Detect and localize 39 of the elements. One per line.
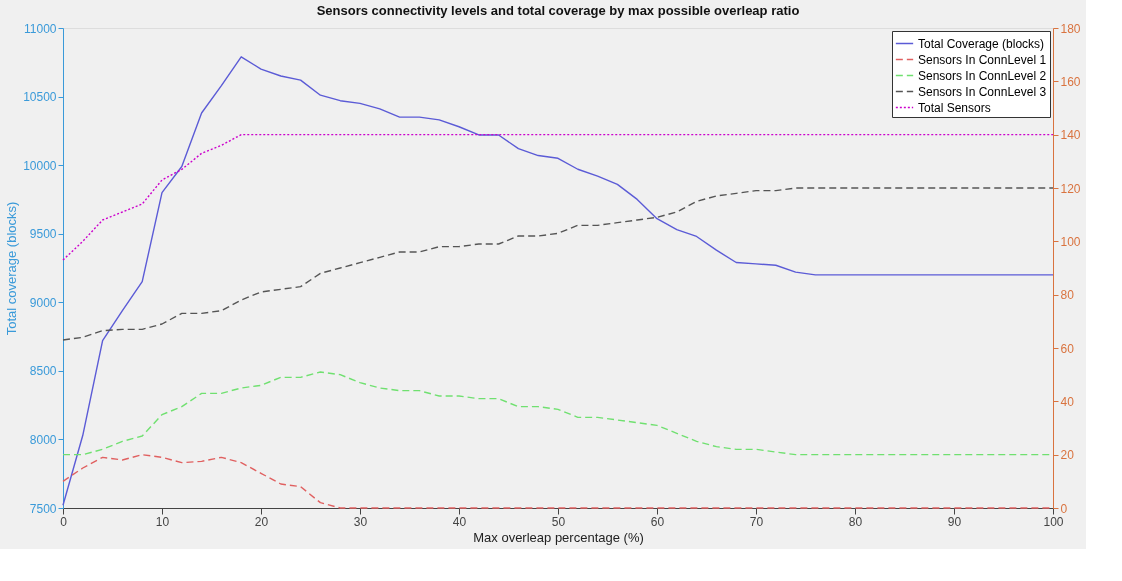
x-tick-label: 0	[60, 514, 68, 529]
y-tick-label: 11000	[24, 21, 57, 36]
y-tick-label: 10500	[23, 90, 57, 105]
legend-label: Total Coverage (blocks)	[918, 36, 1045, 51]
y-tick-label: 7500	[29, 501, 57, 516]
y2-tick-label: 0	[1060, 501, 1068, 516]
y2-tick-label: 100	[1060, 234, 1081, 249]
y-tick-label: 8000	[29, 432, 57, 447]
x-tick-label: 40	[452, 514, 467, 529]
x-tick-label: 10	[155, 514, 170, 529]
y-tick-label: 10000	[23, 158, 57, 173]
chart-title: Sensors connectivity levels and total coverage by max possible overleap ratio	[316, 3, 800, 18]
y-axis-title: Total coverage (blocks)	[4, 201, 20, 336]
x-tick-label: 50	[551, 514, 566, 529]
y2-tick-label: 80	[1060, 288, 1075, 303]
legend-label: Sensors In ConnLevel 2	[918, 68, 1047, 83]
y2-tick-label: 180	[1060, 21, 1081, 36]
y-tick-label: 8500	[29, 364, 57, 379]
x-axis-title: Max overleap percentage (%)	[473, 529, 644, 545]
y-tick-label: 9000	[29, 295, 57, 310]
legend-label: Sensors In ConnLevel 1	[918, 52, 1047, 67]
y2-tick-label: 40	[1060, 394, 1075, 409]
y2-tick-label: 140	[1060, 128, 1081, 143]
y2-tick-label: 160	[1060, 74, 1081, 89]
x-tick-label: 90	[947, 514, 962, 529]
x-tick-label: 80	[848, 514, 863, 529]
x-tick-label: 100	[1043, 514, 1064, 529]
y-tick-label: 9500	[29, 227, 57, 242]
x-tick-label: 30	[353, 514, 368, 529]
y2-tick-label: 120	[1060, 181, 1081, 196]
x-tick-label: 70	[749, 514, 764, 529]
legend-label: Total Sensors	[918, 100, 991, 115]
y2-tick-label: 20	[1060, 448, 1075, 463]
line-series	[62, 133, 1054, 261]
x-tick-label: 20	[254, 514, 269, 529]
y2-tick-label: 60	[1060, 341, 1075, 356]
legend-label: Sensors In ConnLevel 3	[918, 84, 1047, 99]
x-tick-label: 60	[650, 514, 665, 529]
line-series	[62, 187, 1054, 341]
